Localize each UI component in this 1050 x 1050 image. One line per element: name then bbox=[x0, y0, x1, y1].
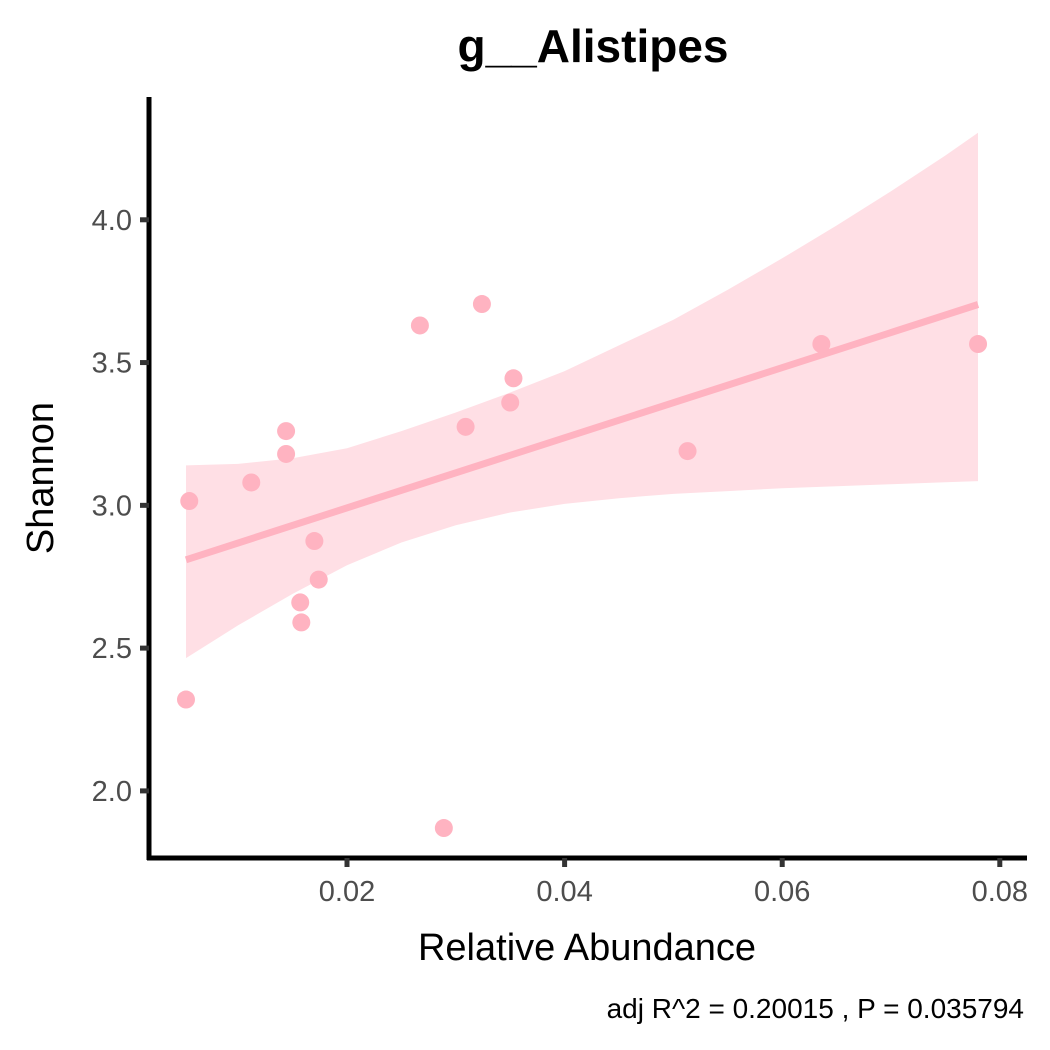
y-tick-label: 3.0 bbox=[92, 490, 132, 522]
x-tick-label: 0.06 bbox=[754, 876, 810, 908]
data-point bbox=[434, 819, 453, 838]
model-fit-caption: adj R^2 = 0.20015 , P = 0.035794 bbox=[607, 993, 1024, 1024]
data-point bbox=[501, 393, 520, 412]
data-point bbox=[969, 335, 988, 354]
data-point bbox=[180, 492, 199, 511]
chart-title: g__Alistipes bbox=[458, 20, 729, 72]
fit-line-layer bbox=[184, 301, 980, 564]
data-point bbox=[504, 369, 523, 388]
ticks-layer: 0.02 0.04 0.06 0.08 2.0 2.5 3.0 3.5 4.0 bbox=[92, 205, 1028, 908]
data-point bbox=[176, 690, 195, 709]
x-tick-label: 0.04 bbox=[536, 876, 592, 908]
data-point bbox=[678, 442, 697, 461]
y-tick-label: 3.5 bbox=[92, 348, 132, 380]
data-point bbox=[309, 570, 328, 589]
y-tick-label: 4.0 bbox=[92, 205, 132, 237]
axes-layer bbox=[146, 97, 1027, 861]
data-point bbox=[277, 422, 296, 441]
data-point bbox=[291, 593, 310, 612]
regression-line bbox=[184, 301, 980, 564]
data-point bbox=[242, 473, 261, 492]
data-point bbox=[410, 316, 429, 335]
confidence-band bbox=[186, 132, 978, 659]
data-point bbox=[812, 335, 831, 354]
y-tick-label: 2.5 bbox=[92, 633, 132, 665]
y-tick-label: 2.0 bbox=[92, 776, 132, 808]
y-axis-title: Shannon bbox=[20, 402, 62, 554]
data-point bbox=[305, 532, 324, 551]
data-point bbox=[456, 417, 475, 436]
x-tick-label: 0.08 bbox=[972, 876, 1028, 908]
x-axis-title: Relative Abundance bbox=[418, 927, 756, 969]
data-point bbox=[292, 613, 311, 632]
x-tick-label: 0.02 bbox=[319, 876, 375, 908]
data-points-layer bbox=[176, 295, 988, 838]
data-point bbox=[277, 444, 296, 463]
data-point bbox=[472, 295, 491, 314]
confidence-band-layer bbox=[186, 132, 978, 659]
